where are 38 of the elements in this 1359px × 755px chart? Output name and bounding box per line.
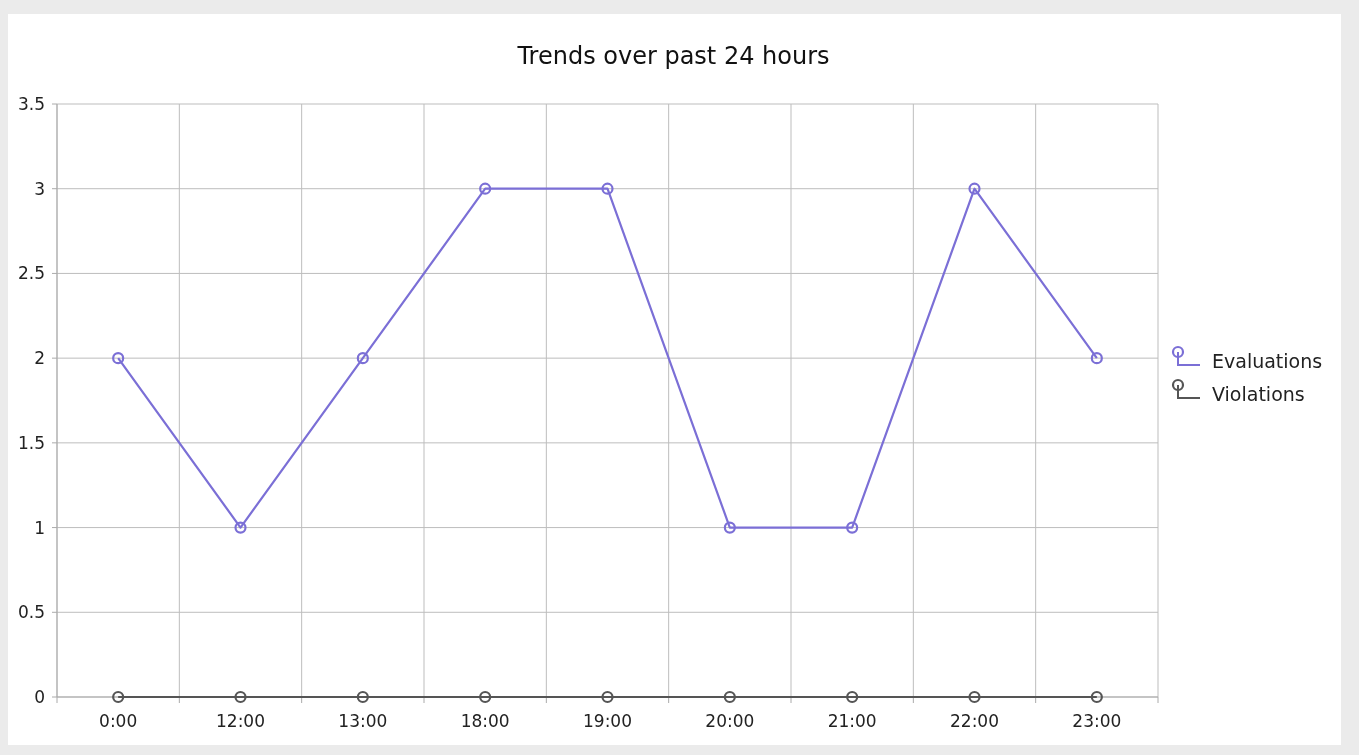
x-tick-label: 19:00 xyxy=(583,711,632,731)
y-tick-label: 1 xyxy=(34,517,45,538)
chart-title: Trends over past 24 hours xyxy=(516,42,830,70)
y-tick-label: 2.5 xyxy=(17,263,45,284)
point xyxy=(601,690,614,704)
x-tick-label: 20:00 xyxy=(705,711,755,731)
point xyxy=(112,352,125,365)
point xyxy=(356,690,369,704)
point xyxy=(234,521,247,534)
point xyxy=(968,182,981,195)
y-tick-label: 2 xyxy=(34,348,45,369)
legend-label: Violations xyxy=(1212,382,1305,405)
point xyxy=(723,690,736,704)
point xyxy=(846,690,859,704)
point xyxy=(234,690,247,704)
point xyxy=(356,352,369,365)
x-tick-label: 0:00 xyxy=(99,711,138,731)
legend-label: Evaluations xyxy=(1212,349,1323,372)
x-tick-label: 12:00 xyxy=(216,711,265,731)
point xyxy=(723,521,736,534)
point xyxy=(1090,352,1103,365)
point xyxy=(479,690,492,704)
y-tick-label: 1.5 xyxy=(17,432,45,453)
x-tick-label: 18:00 xyxy=(460,711,510,731)
point xyxy=(846,521,859,534)
point xyxy=(1090,690,1103,704)
x-tick-label: 22:00 xyxy=(950,711,999,731)
y-tick-label: 3.5 xyxy=(17,93,45,114)
point xyxy=(479,182,492,195)
point xyxy=(968,690,981,704)
x-tick-label: 21:00 xyxy=(827,711,877,731)
x-tick-label: 23:00 xyxy=(1072,711,1122,731)
y-tick-label: 0.5 xyxy=(17,602,45,623)
x-tick-label: 13:00 xyxy=(338,711,388,731)
point xyxy=(601,182,614,195)
point xyxy=(112,690,125,704)
y-tick-label: 3 xyxy=(34,178,45,199)
y-tick-label: 0 xyxy=(34,686,45,707)
